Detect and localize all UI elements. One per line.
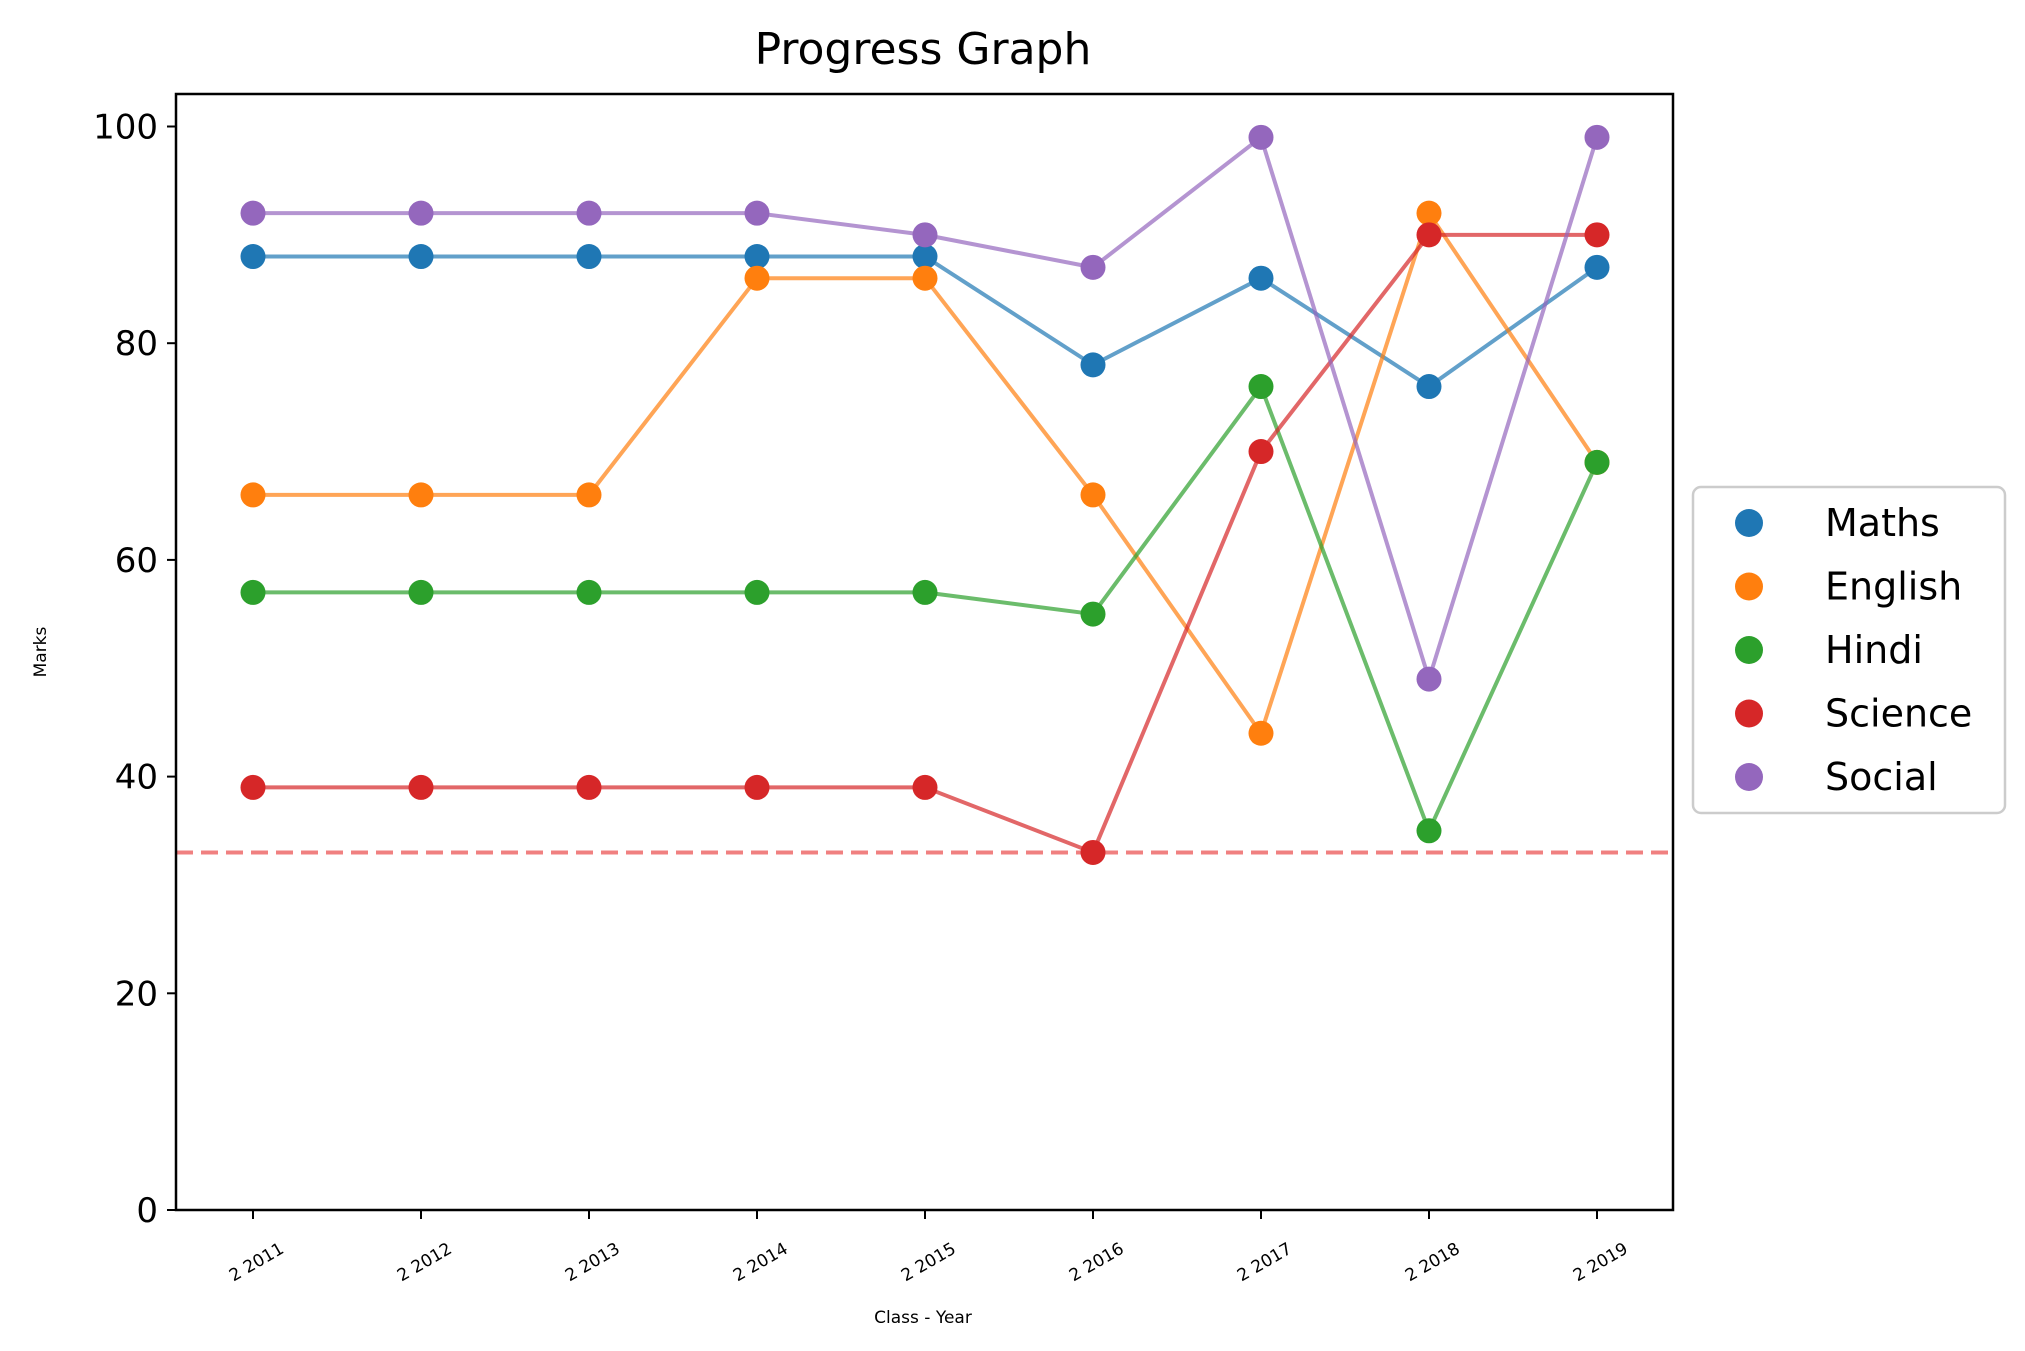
data-point-maths <box>1416 374 1442 400</box>
legend-marker-maths <box>1735 509 1763 537</box>
plot-area <box>176 124 1673 865</box>
data-point-english <box>912 265 938 291</box>
data-point-science <box>576 774 602 800</box>
data-point-hindi <box>1584 449 1610 475</box>
data-point-maths <box>1080 352 1106 378</box>
y-axis-label: Marks <box>31 626 51 677</box>
data-point-hindi <box>1416 818 1442 844</box>
data-point-english <box>1248 720 1274 746</box>
legend-box <box>1691 485 2007 815</box>
x-axis-label: Class - Year <box>874 1308 972 1328</box>
legend-label-hindi: Hindi <box>1825 628 1923 672</box>
legend-label-social: Social <box>1825 755 1938 799</box>
legend-label-english: English <box>1825 565 1962 609</box>
data-point-maths <box>744 244 770 270</box>
data-point-science <box>1584 222 1610 248</box>
chart-title: Progress Graph <box>755 24 1092 75</box>
legend: Maths English Hindi Science Social <box>1691 485 2007 815</box>
data-point-hindi <box>576 579 602 605</box>
data-point-science <box>1080 839 1106 865</box>
data-point-maths <box>1584 254 1610 280</box>
y-tick-label: 0 <box>136 1191 158 1231</box>
data-point-science <box>912 774 938 800</box>
data-point-social <box>912 222 938 248</box>
data-point-social <box>1584 124 1610 150</box>
data-point-hindi <box>408 579 434 605</box>
data-point-english <box>1416 200 1442 226</box>
legend-marker-hindi <box>1735 636 1763 664</box>
data-point-english <box>744 265 770 291</box>
legend-marker-social <box>1735 763 1763 791</box>
data-point-social <box>576 200 602 226</box>
data-point-social <box>1248 124 1274 150</box>
data-point-maths <box>240 244 266 270</box>
legend-label-science: Science <box>1825 692 1972 736</box>
y-tick-label: 100 <box>93 108 158 148</box>
data-point-science <box>744 774 770 800</box>
data-point-maths <box>1248 265 1274 291</box>
data-point-social <box>1080 254 1106 280</box>
data-point-social <box>744 200 770 226</box>
legend-label-maths: Maths <box>1825 501 1940 545</box>
data-point-hindi <box>912 579 938 605</box>
data-point-english <box>576 482 602 508</box>
data-point-science <box>408 774 434 800</box>
data-point-hindi <box>240 579 266 605</box>
data-point-social <box>240 200 266 226</box>
data-point-social <box>1416 666 1442 692</box>
data-point-science <box>1248 439 1274 465</box>
data-point-english <box>1080 482 1106 508</box>
data-point-english <box>240 482 266 508</box>
y-tick-label: 80 <box>115 324 158 364</box>
data-point-maths <box>408 244 434 270</box>
y-tick-label: 20 <box>115 974 158 1014</box>
data-point-science <box>240 774 266 800</box>
data-point-hindi <box>744 579 770 605</box>
y-tick-label: 60 <box>115 541 158 581</box>
legend-marker-english <box>1735 572 1763 601</box>
data-point-social <box>408 200 434 226</box>
legend-marker-science <box>1735 699 1763 728</box>
data-point-science <box>1416 222 1442 248</box>
data-point-maths <box>912 244 938 270</box>
data-point-maths <box>576 244 602 270</box>
data-point-hindi <box>1248 374 1274 400</box>
data-point-english <box>408 482 434 508</box>
y-tick-label: 40 <box>115 758 158 798</box>
data-point-hindi <box>1080 601 1106 627</box>
